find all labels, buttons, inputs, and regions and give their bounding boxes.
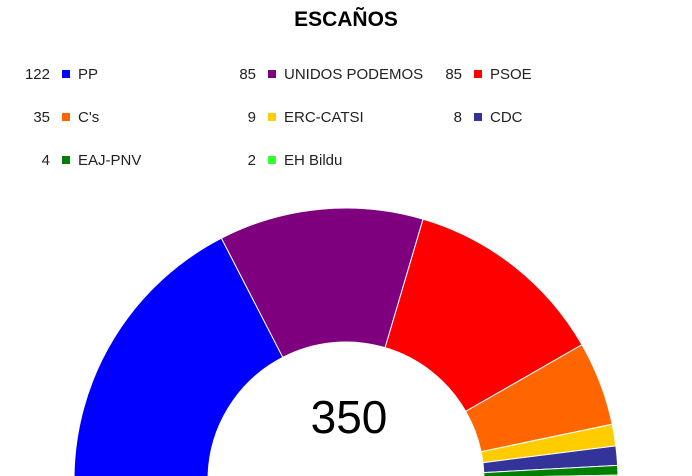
legend-party-name: CDC bbox=[490, 109, 523, 126]
legend-seat-count: 4 bbox=[41, 152, 50, 169]
legend-party-name: C's bbox=[78, 109, 100, 126]
legend-party-name: PP bbox=[78, 66, 99, 83]
seat-segment-psoe bbox=[384, 218, 583, 413]
legend-party-name: UNIDOS PODEMOS bbox=[284, 66, 424, 83]
total-seats-label: 350 bbox=[310, 391, 388, 443]
legend-swatch bbox=[474, 113, 482, 121]
legend-party-name: EH Bildu bbox=[284, 152, 343, 169]
legend-swatch bbox=[474, 70, 482, 78]
seat-segment-eaj-pnv bbox=[483, 464, 619, 476]
seat-segment-unidos-podemos bbox=[220, 207, 424, 358]
legend-seat-count: 35 bbox=[33, 109, 50, 126]
seat-segment-pp bbox=[73, 237, 284, 476]
chart-title: ESCAÑOS bbox=[294, 8, 398, 31]
legend-seat-count: 2 bbox=[247, 152, 256, 169]
legend-swatch bbox=[62, 70, 70, 78]
legend-swatch bbox=[268, 113, 276, 121]
legend-swatch bbox=[62, 113, 70, 121]
legend-swatch bbox=[268, 156, 276, 164]
legend-seat-count: 9 bbox=[247, 109, 256, 126]
legend-party-name: ERC-CATSI bbox=[284, 109, 364, 126]
legend-seat-count: 8 bbox=[453, 109, 462, 126]
legend-seat-count: 85 bbox=[239, 66, 256, 83]
legend-swatch bbox=[62, 156, 70, 164]
legend-seat-count: 85 bbox=[445, 66, 462, 83]
legend-swatch bbox=[268, 70, 276, 78]
legend-party-name: EAJ-PNV bbox=[78, 152, 142, 169]
legend-seat-count: 122 bbox=[24, 66, 50, 83]
legend-party-name: PSOE bbox=[490, 66, 532, 83]
